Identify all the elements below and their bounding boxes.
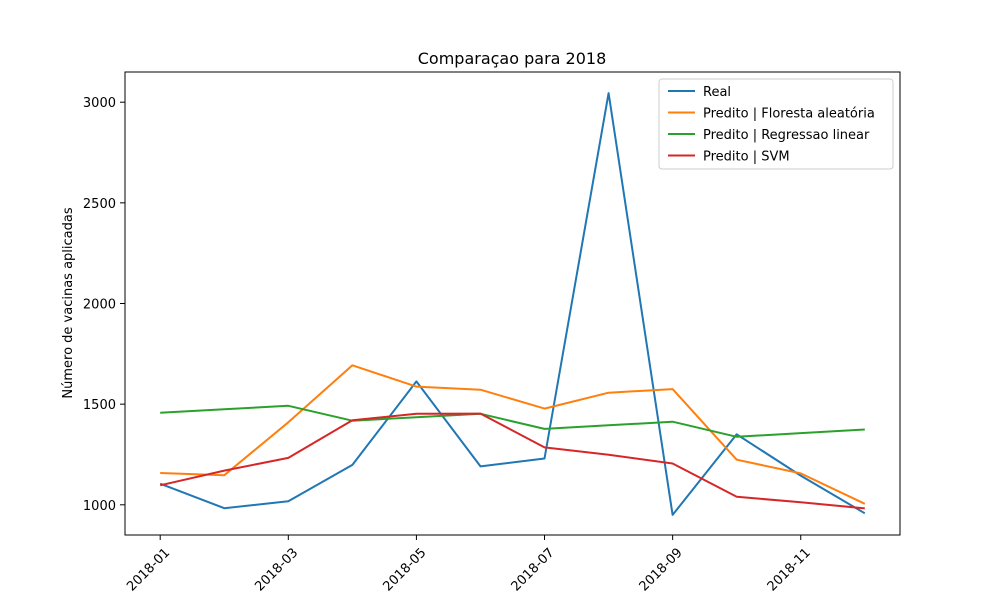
y-axis: 1000 1500 2000 2500 3000 xyxy=(83,96,125,514)
y-tick-label: 3000 xyxy=(83,96,116,111)
series-line-2 xyxy=(160,404,865,438)
x-tick-label: 2018-11 xyxy=(765,545,814,594)
plot-frame xyxy=(124,71,901,536)
legend-label: Predito | SVM xyxy=(703,150,790,165)
x-tick-label: 2018-05 xyxy=(380,545,429,594)
y-tick-label: 2500 xyxy=(83,197,116,212)
series-line-3 xyxy=(159,412,865,510)
x-axis: 2018-01 2018-03 2018-05 2018-07 2018-09 2018-… xyxy=(124,535,814,594)
legend-label: Real xyxy=(703,85,731,100)
series-line-0 xyxy=(159,92,866,516)
y-tick-label: 2000 xyxy=(83,298,116,313)
legend: Real Predito | Floresta aleatória Predito … xyxy=(658,78,894,170)
y-tick-label: 1500 xyxy=(83,398,116,413)
legend-box xyxy=(658,78,894,170)
y-tick-label: 1000 xyxy=(83,499,116,514)
x-tick-label: 2018-09 xyxy=(637,545,686,594)
x-tick-label: 2018-01 xyxy=(124,545,173,594)
x-tick-label: 2018-07 xyxy=(509,545,558,594)
series-line-1 xyxy=(160,364,866,505)
legend-label: Predito | Regressao linear xyxy=(703,128,870,143)
series-lines xyxy=(159,92,866,516)
chart-title: Comparaçao para 2018 xyxy=(418,49,607,68)
x-tick-label: 2018-03 xyxy=(252,545,301,594)
y-axis-label: Número de vacinas aplicadas xyxy=(61,207,76,398)
legend-label: Predito | Floresta aleatória xyxy=(703,107,875,122)
